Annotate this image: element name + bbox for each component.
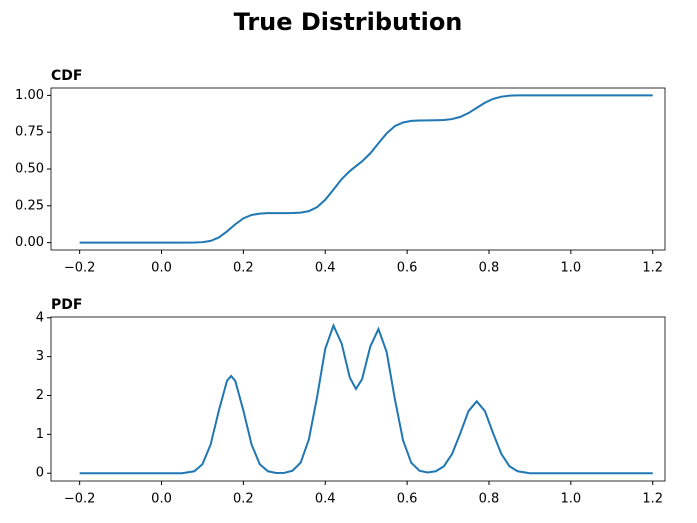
y-tick-label: 0.00: [15, 235, 44, 250]
y-tick-label: 2: [36, 388, 44, 403]
x-tick-label: 0.8: [479, 261, 500, 276]
x-tick-label: 0.2: [233, 492, 254, 507]
axes-frame: [50, 87, 666, 251]
y-tick-label: 1.00: [15, 88, 44, 103]
y-tick-label: 0: [36, 466, 44, 481]
x-tick-label: 0.8: [479, 492, 500, 507]
x-tick-label: −0.2: [64, 261, 96, 276]
y-tick-label: 1: [36, 427, 44, 442]
x-tick-label: 0.6: [397, 261, 418, 276]
x-tick-label: 0.6: [397, 492, 418, 507]
y-tick-label: 0.25: [15, 198, 44, 213]
x-tick-label: 1.2: [642, 261, 663, 276]
y-tick-label: 3: [36, 349, 44, 364]
x-tick-label: 0.4: [315, 261, 336, 276]
x-tick-label: 0.0: [151, 261, 172, 276]
subplot-title: CDF: [51, 68, 82, 84]
y-tick-label: 4: [36, 310, 44, 325]
figure-title: True Distribution: [234, 8, 463, 36]
x-tick-label: 0.4: [315, 492, 336, 507]
y-tick-label: 0.75: [15, 125, 44, 140]
x-tick-label: 1.0: [561, 492, 582, 507]
axes-frame: [50, 316, 666, 482]
subplot-title: PDF: [51, 297, 82, 313]
x-tick-label: 0.0: [151, 492, 172, 507]
x-tick-label: −0.2: [64, 492, 96, 507]
data-line: [79, 322, 653, 475]
x-tick-label: 0.2: [233, 261, 254, 276]
y-tick-label: 0.50: [15, 162, 44, 177]
data-line: [79, 94, 653, 244]
x-tick-label: 1.0: [561, 261, 582, 276]
x-tick-label: 1.2: [642, 492, 663, 507]
